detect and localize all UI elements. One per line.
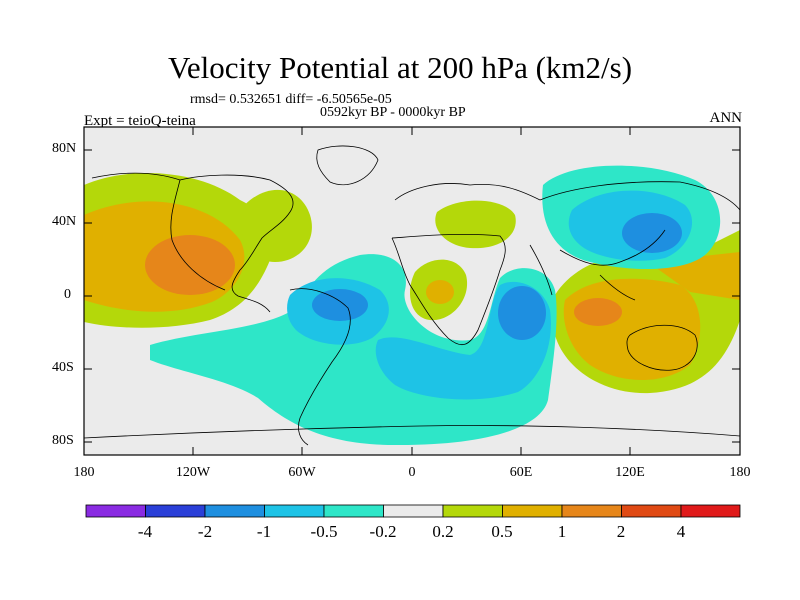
- x-label-180w: 180: [73, 465, 95, 480]
- colorbar-swatch-10: [680, 504, 741, 518]
- colorbar-label-3: -0.5: [310, 522, 338, 541]
- colorbar-swatch-8: [561, 504, 622, 518]
- coastlines: [84, 145, 740, 446]
- y-label-80s: 80S: [52, 433, 74, 448]
- y-label-80n: 80N: [52, 141, 77, 156]
- contour-fields: [84, 165, 740, 446]
- colorbar-label-7: 1: [557, 522, 567, 541]
- colorbar-swatch-1: [145, 504, 206, 518]
- colorbar-label-4: -0.2: [369, 522, 397, 541]
- colorbar-swatch-5: [383, 504, 444, 518]
- colorbar-swatch-3: [264, 504, 325, 518]
- colorbar-label-0: -4: [137, 522, 153, 541]
- colorbar-swatch-6: [442, 504, 503, 518]
- colorbar: [85, 504, 741, 518]
- colorbar-label-2: -1: [256, 522, 272, 541]
- y-label-40s: 40S: [52, 360, 74, 375]
- colorbar-label-8: 2: [616, 522, 626, 541]
- x-label-120w: 120W: [175, 465, 211, 480]
- y-label-0: 0: [64, 287, 71, 302]
- colorbar-swatch-0: [85, 504, 146, 518]
- colorbar-label-6: 0.5: [491, 522, 513, 541]
- experiment-label: Expt = teioQ-teina: [84, 113, 196, 129]
- x-label-60w: 60W: [288, 465, 316, 480]
- plot-title: Velocity Potential at 200 hPa (km2/s): [167, 50, 633, 85]
- colorbar-swatch-2: [204, 504, 265, 518]
- colorbar-label-1: -2: [197, 522, 213, 541]
- stats-line: rmsd= 0.532651 diff= -6.50565e-05: [190, 92, 392, 107]
- x-label-120e: 120E: [615, 465, 645, 480]
- x-label-180e: 180: [729, 465, 751, 480]
- y-ticks: [84, 149, 740, 443]
- season-label: ANN: [709, 110, 743, 126]
- colorbar-swatch-7: [502, 504, 563, 518]
- y-label-40n: 40N: [52, 214, 77, 229]
- x-label-0: 0: [408, 465, 416, 480]
- colorbar-swatch-9: [621, 504, 682, 518]
- period-label: 0592kyr BP - 0000kyr BP: [320, 105, 466, 120]
- colorbar-label-5: 0.2: [432, 522, 454, 541]
- x-ticks: [83, 127, 741, 455]
- colorbar-label-9: 4: [676, 522, 686, 541]
- colorbar-swatch-4: [323, 504, 384, 518]
- x-label-60e: 60E: [509, 465, 533, 480]
